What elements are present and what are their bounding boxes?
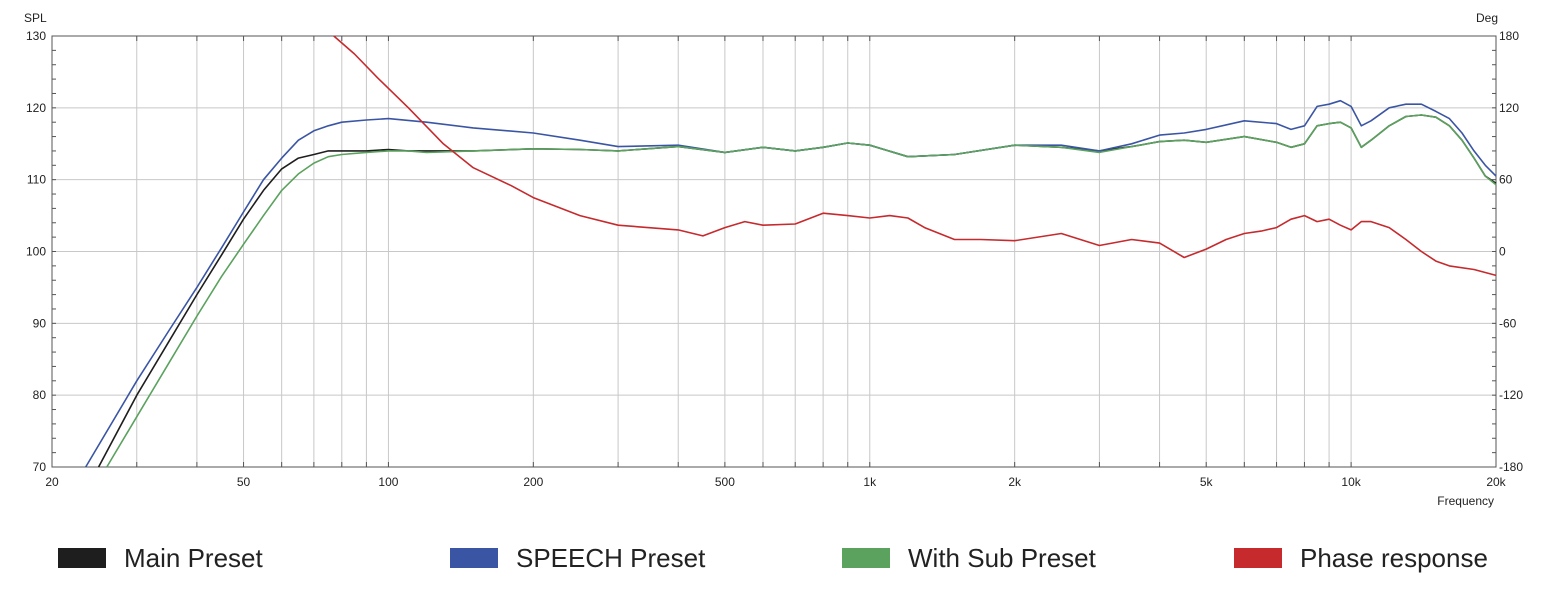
y-tick-label: 130 [26,29,46,43]
y2-tick-label: 120 [1499,101,1519,115]
legend-item-phase-response: Phase response [1234,540,1488,576]
legend-label-with-sub-preset: With Sub Preset [908,542,1096,573]
y-tick-label: 100 [26,245,46,259]
legend-label-main-preset: Main Preset [124,542,263,573]
y-tick-label: 120 [26,101,46,115]
x-tick-label: 200 [523,475,543,489]
y2-tick-label: 180 [1499,29,1519,43]
legend-label-speech-preset: SPEECH Preset [516,542,706,573]
x-tick-label: 10k [1341,475,1361,489]
phase-response-line [333,35,1497,277]
speech-preset-line [85,99,1497,468]
legend-item-with-sub-preset: With Sub Preset [842,540,1096,576]
legend-swatch-speech-preset [450,548,498,568]
x-tick-label: 2k [1008,475,1022,489]
y-tick-label: 110 [27,173,46,187]
y2-tick-label: 0 [1499,245,1506,259]
y2-axis-title: Deg [1476,11,1498,25]
x-tick-label: 5k [1200,475,1214,489]
series-layer [85,35,1497,468]
legend-label-phase-response: Phase response [1300,542,1488,573]
x-tick-label: 20 [45,475,59,489]
y2-tick-label: -180 [1499,460,1523,474]
legend-swatch-with-sub-preset [842,548,890,568]
x-tick-label: 1k [863,475,877,489]
y-tick-label: 90 [33,316,47,330]
y-axis-title: SPL [24,11,47,25]
y-tick-label: 70 [33,460,47,474]
x-axis-title: Frequency [1437,494,1494,508]
x-tick-label: 20k [1486,475,1506,489]
legend-swatch-main-preset [58,548,106,568]
x-tick-label: 500 [715,475,735,489]
y2-tick-label: -60 [1499,316,1517,330]
legend-item-speech-preset: SPEECH Preset [450,540,705,576]
plot-frame [51,35,1497,468]
legend-item-main-preset: Main Preset [58,540,263,576]
tick-labels: 20 50 100 200 500 1k 2k 5k 10k 20k 130 120 110 100 90 8… [26,29,1523,489]
y2-tick-label: -120 [1499,388,1523,402]
x-tick-label: 100 [378,475,398,489]
x-tick-label: 50 [237,475,251,489]
with-sub-preset-line [106,114,1497,468]
y2-tick-label: 60 [1499,173,1513,187]
legend-swatch-phase-response [1234,548,1282,568]
y-tick-label: 80 [33,388,47,402]
grid [52,35,1496,468]
legend: Main Preset SPEECH Preset With Sub Prese… [0,540,1541,580]
